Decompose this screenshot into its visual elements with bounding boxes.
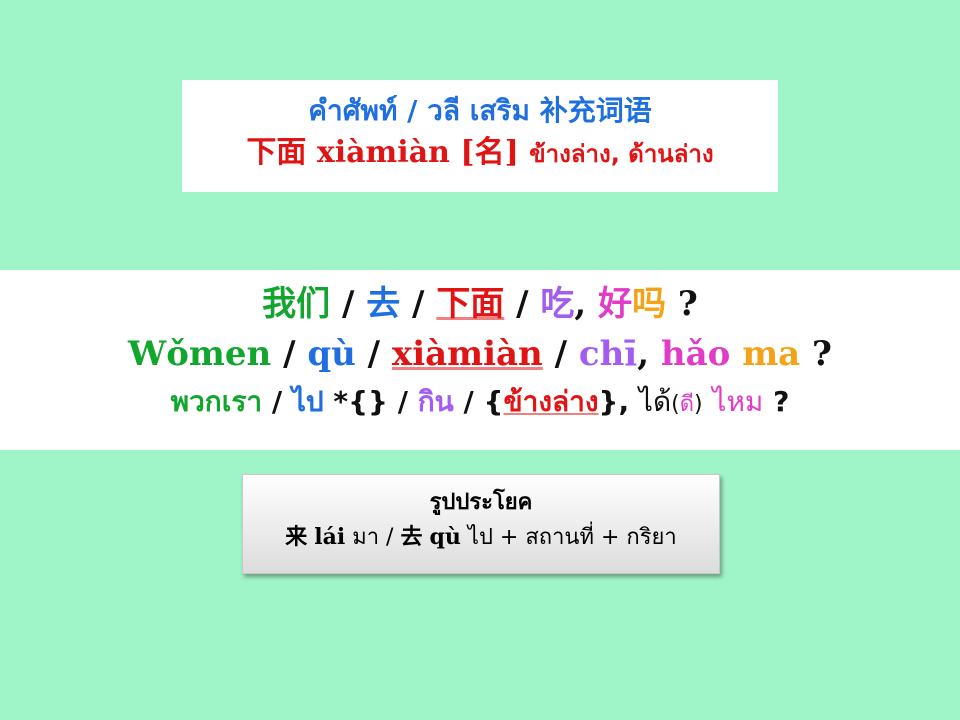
pinyin-word-qu: qù xyxy=(307,334,356,374)
cn-word-chi: 吃 xyxy=(540,284,575,324)
thai-paren-open: ( xyxy=(671,392,680,417)
pinyin-separator: / xyxy=(542,334,579,374)
vocab-word-chinese: 下面 xyxy=(246,135,307,170)
cn-word-qu: 去 xyxy=(366,284,401,324)
cn-word-ma: 吗 xyxy=(632,284,667,324)
sentence-pattern-card: รูปประโยค 来 lái มา / 去 qù ไป + สถานที่ +… xyxy=(242,474,720,574)
pattern-lai-pinyin: lái xyxy=(314,524,346,550)
cn-question-mark: ? xyxy=(666,284,698,324)
thai-comma: , xyxy=(618,385,639,418)
pattern-qu-thai: ไป xyxy=(467,525,493,550)
pattern-qu-pinyin: qù xyxy=(429,524,461,550)
pattern-lai-thai: มา xyxy=(352,525,380,550)
thai-word-di: ดี xyxy=(679,392,695,417)
thai-paren-close: ) xyxy=(694,392,703,417)
pattern-qu-chinese: 去 xyxy=(400,524,423,550)
cn-comma: , xyxy=(574,284,599,324)
pattern-lai-chinese: 来 xyxy=(285,524,308,550)
thai-word-mai: ไหม xyxy=(712,385,764,418)
pinyin-separator: / xyxy=(271,334,308,374)
thai-separator: / xyxy=(453,385,484,418)
pinyin-word-ma: ma xyxy=(742,334,801,374)
thai-word-phuakrao: พวกเรา xyxy=(170,385,263,418)
vocab-word-pinyin: xiàmiàn xyxy=(316,135,450,170)
thai-separator: / xyxy=(262,385,292,418)
thai-question-mark: ? xyxy=(763,385,790,418)
vocab-heading-thai: คำศัพท์ / วลี เสริม xyxy=(308,94,530,127)
cn-separator: / xyxy=(330,284,367,324)
pinyin-word-women: Wǒmen xyxy=(128,334,272,374)
vocab-heading-chinese: 补充词语 xyxy=(539,94,652,127)
pattern-formula: 来 lái มา / 去 qù ไป + สถานที่ + กริยา xyxy=(243,519,719,556)
cn-separator: / xyxy=(504,284,541,324)
sentence-pinyin: Wǒmen / qù / xiàmiàn / chī, hǎo ma ? xyxy=(0,328,960,380)
sentence-chinese: 我们 / 去 / 下面 / 吃, 好吗 ? xyxy=(0,280,960,328)
pinyin-separator: / xyxy=(355,334,392,374)
sentence-thai: พวกเรา / ไป *{} / กิน / {ข้างล่าง}, ได้(… xyxy=(0,380,960,427)
pattern-slash: / xyxy=(379,525,401,550)
pinyin-comma: , xyxy=(637,334,661,374)
vocabulary-card: คำศัพท์ / วลี เสริม 补充词语 下面 xiàmiàn [名] … xyxy=(182,80,778,192)
vocab-entry: 下面 xiàmiàn [名] ข้างล่าง, ด้านล่าง xyxy=(182,130,778,177)
thai-word-pai: ไป xyxy=(291,385,324,418)
cn-separator: / xyxy=(400,284,437,324)
thai-word-khanglang: ข้างล่าง xyxy=(503,385,599,418)
thai-brace-open: { xyxy=(483,385,504,418)
vocab-heading: คำศัพท์ / วลี เสริม 补充词语 xyxy=(182,92,778,130)
pattern-title: รูปประโยค xyxy=(429,490,533,515)
thai-word-dai: ได้ xyxy=(638,385,672,418)
cn-word-hao: 好 xyxy=(598,284,633,324)
vocab-word-meaning: ข้างล่าง, ด้านล่าง xyxy=(529,140,714,168)
cn-word-women: 我们 xyxy=(262,284,331,324)
thai-brace-close: } xyxy=(598,385,619,418)
pinyin-word-hao: hǎo xyxy=(660,334,731,374)
pattern-rest: + สถานที่ + กริยา xyxy=(499,525,677,550)
thai-placeholder-marker: *{} xyxy=(323,385,388,418)
pinyin-question-mark: ? xyxy=(800,334,832,374)
pinyin-word-chi: chī xyxy=(578,334,638,374)
vocab-part-of-speech: [名] xyxy=(460,135,519,170)
pinyin-word-xiamian: xiàmiàn xyxy=(391,334,543,374)
thai-separator: / xyxy=(387,385,418,418)
thai-word-kin: กิน xyxy=(417,385,454,418)
example-sentence-band: 我们 / 去 / 下面 / 吃, 好吗 ? Wǒmen / qù / xiàmi… xyxy=(0,270,960,450)
cn-word-xiamian: 下面 xyxy=(436,284,505,324)
